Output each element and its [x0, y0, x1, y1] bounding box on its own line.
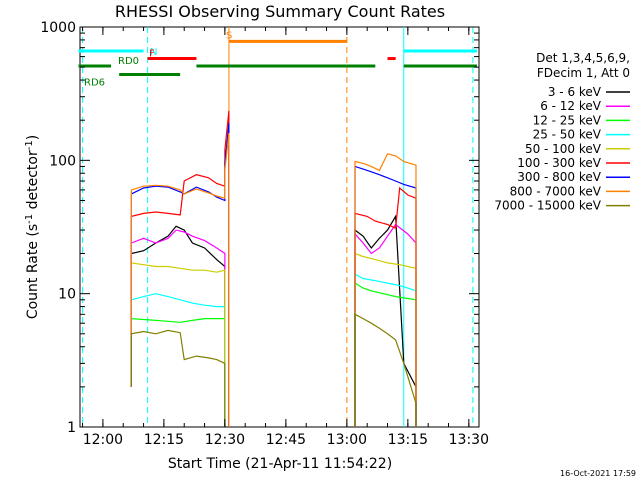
series-line: [130, 329, 226, 427]
y-axis-label: Count Rate (s-1 detector-1): [24, 135, 41, 319]
legend-header-line-2: FDecim 1, Att 0: [537, 66, 630, 80]
x-tick-label: 13:30: [449, 432, 489, 448]
status-bar-label: RD0: [118, 56, 139, 67]
series-line: [354, 282, 417, 427]
legend-label: 6 - 12 keV: [540, 99, 602, 113]
legend-label: 3 - 6 keV: [548, 85, 602, 99]
x-tick-label: 12:15: [144, 432, 184, 448]
footer-date: 16-Oct-2021 17:59: [560, 469, 636, 478]
y-tick-label: 100: [49, 153, 76, 169]
series-line: [354, 153, 417, 427]
x-tick-label: 13:15: [388, 432, 428, 448]
series-line: [354, 252, 417, 427]
y-tick-label: 10: [58, 287, 76, 303]
series-lines: [130, 110, 417, 427]
legend-label: 800 - 7000 keV: [510, 184, 602, 198]
series-line: [130, 123, 230, 427]
y-axis-label-end: ): [25, 135, 41, 140]
series-line: [130, 229, 226, 427]
y-axis-label-main: Count Rate (s: [25, 224, 41, 319]
y-axis-label-sup2: -1: [24, 140, 35, 150]
plot-frame: [79, 26, 480, 428]
x-axis-ticks: 12:00 12:15 12:30 12:45 13:00 13:15 13:30: [82, 27, 489, 448]
y-axis-label-mid: detector: [25, 150, 41, 214]
status-bar-label: F: [149, 49, 155, 60]
legend-label: 25 - 50 keV: [533, 128, 602, 142]
x-tick-label: 13:00: [327, 432, 367, 448]
series-line: [130, 110, 230, 427]
x-tick-label: 12:30: [205, 432, 245, 448]
legend-label: 300 - 800 keV: [517, 170, 601, 184]
y-axis-label-sup1: -1: [24, 214, 35, 224]
series-line: [354, 165, 417, 427]
series-line: [354, 223, 417, 427]
x-tick-label: 12:45: [266, 432, 306, 448]
series-line: [130, 317, 226, 427]
plot-area: [79, 26, 480, 428]
y-axis-ticks: 1 10 100 1000: [40, 20, 479, 436]
x-axis-label: Start Time (21-Apr-11 11:54:22): [168, 456, 392, 472]
series-line: [130, 262, 226, 427]
series-line: [130, 225, 226, 427]
legend: Det 1,3,4,5,6,9, FDecim 1, Att 0 3 - 6 k…: [494, 51, 630, 213]
series-line: [130, 293, 226, 427]
vertical-marker-lines: [82, 27, 474, 427]
y-tick-label: 1: [67, 420, 76, 436]
y-tick-label: 1000: [40, 20, 76, 36]
chart-title: RHESSI Observing Summary Count Rates: [115, 2, 445, 21]
x-tick-label: 12:00: [83, 432, 123, 448]
series-line: [354, 313, 417, 427]
legend-label: 100 - 300 keV: [517, 156, 601, 170]
legend-label: 50 - 100 keV: [525, 142, 602, 156]
series-line: [130, 133, 230, 427]
legend-header-line-1: Det 1,3,4,5,6,9,: [536, 51, 630, 65]
legend-label: 7000 - 15000 keV: [494, 199, 601, 213]
status-bar-label: N: [150, 47, 157, 58]
series-line: [354, 186, 417, 427]
series-line: [354, 273, 417, 427]
status-bar-label: S: [226, 30, 232, 41]
status-bars: NF S RD0 RD6: [78, 30, 477, 89]
series-line: [354, 214, 417, 427]
legend-label: 12 - 25 keV: [533, 113, 602, 127]
status-bar-label: RD6: [84, 78, 105, 89]
